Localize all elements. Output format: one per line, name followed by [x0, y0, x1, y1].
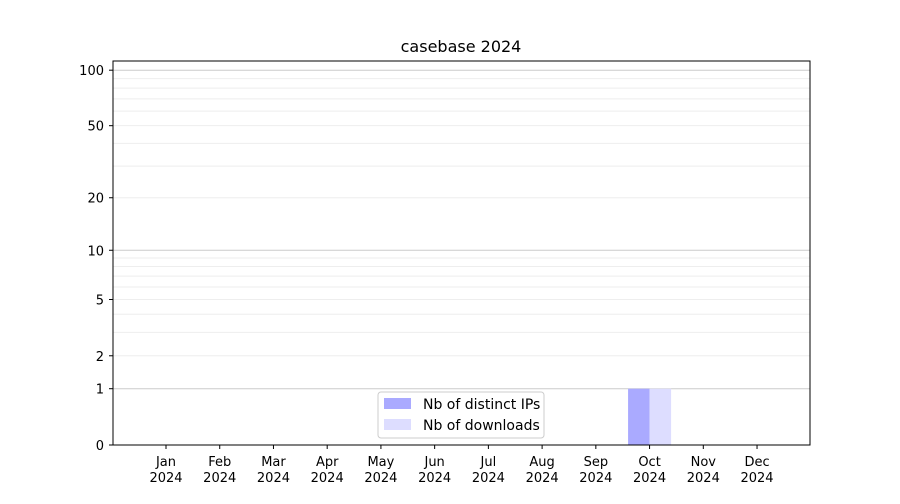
x-tick-label: Sep [584, 455, 609, 470]
x-tick-label: 2024 [579, 471, 612, 486]
y-tick-label: 0 [96, 439, 104, 454]
x-tick-label: 2024 [633, 471, 666, 486]
y-tick-label: 10 [87, 244, 104, 259]
legend-swatch-downloads [384, 419, 411, 430]
legend-swatch-ips [384, 398, 411, 409]
x-tick-label: Jul [480, 455, 497, 470]
y-tick-label: 1 [96, 383, 104, 398]
bar-distinct-ips [628, 388, 650, 445]
x-tick-label: Nov [691, 455, 717, 470]
y-tick-label: 5 [96, 293, 104, 308]
x-tick-label: 2024 [472, 471, 505, 486]
x-tick-label: 2024 [740, 471, 773, 486]
x-tick-label: 2024 [364, 471, 397, 486]
y-tick-label: 20 [87, 192, 104, 207]
x-tick-label: May [367, 455, 394, 470]
y-tick-label: 100 [79, 64, 104, 79]
x-tick-label: 2024 [311, 471, 344, 486]
x-tick-label: 2024 [257, 471, 290, 486]
x-axis: Jan2024Feb2024Mar2024Apr2024May2024Jun20… [149, 445, 774, 486]
y-tick-label: 50 [87, 120, 104, 135]
legend-label-ips: Nb of distinct IPs [423, 397, 540, 413]
x-tick-label: 2024 [418, 471, 451, 486]
x-tick-label: 2024 [687, 471, 720, 486]
bar-downloads [649, 388, 672, 445]
x-tick-label: 2024 [149, 471, 182, 486]
chart-title: casebase 2024 [401, 37, 522, 56]
y-tick-label: 2 [96, 350, 104, 365]
grid [113, 69, 810, 390]
bars [628, 388, 672, 445]
x-tick-label: Jun [423, 455, 444, 470]
x-tick-label: 2024 [526, 471, 559, 486]
x-tick-label: Feb [208, 455, 231, 470]
x-tick-label: Dec [744, 455, 769, 470]
x-tick-label: Oct [638, 455, 660, 470]
x-tick-label: Apr [316, 455, 339, 470]
x-tick-label: 2024 [203, 471, 236, 486]
legend-label-downloads: Nb of downloads [423, 418, 540, 434]
plot-frame [112, 60, 811, 446]
y-axis: 0 1 2 5 10 20 50 100 [79, 64, 113, 454]
x-tick-label: Mar [261, 455, 286, 470]
legend: Nb of distinct IPs Nb of downloads [377, 391, 545, 439]
x-tick-label: Aug [529, 455, 554, 470]
x-tick-label: Jan [155, 455, 176, 470]
